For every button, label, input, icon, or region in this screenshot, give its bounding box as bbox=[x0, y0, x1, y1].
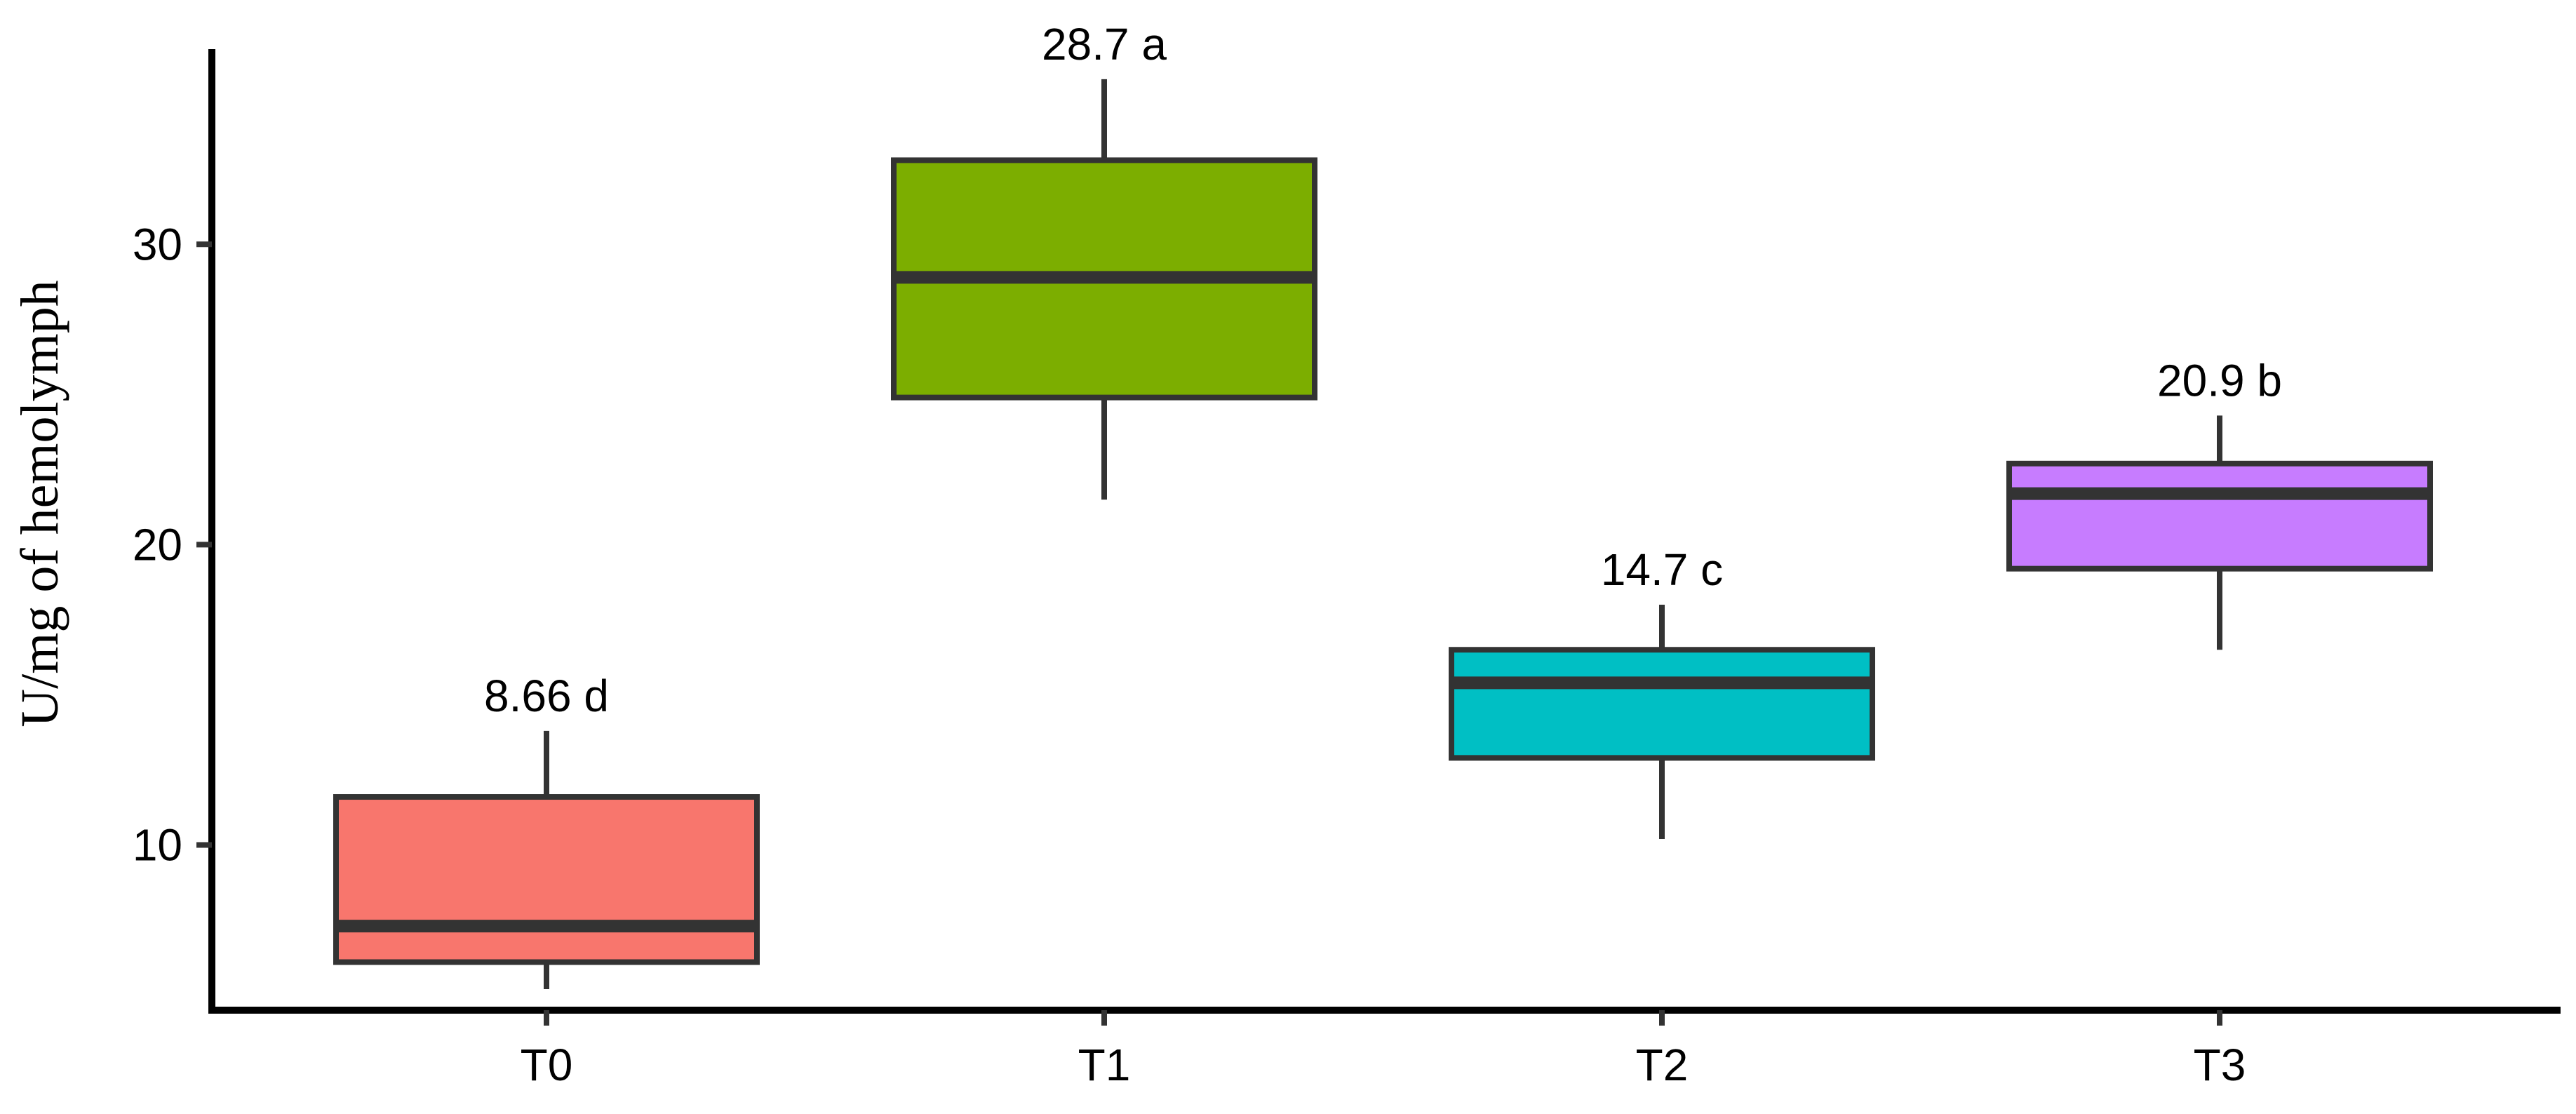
y-tick-label-10: 10 bbox=[133, 820, 182, 871]
data-label-t0: 8.66 d bbox=[484, 671, 609, 721]
box-t3 bbox=[2006, 460, 2433, 572]
y-tick-label-30: 30 bbox=[133, 219, 182, 269]
axes-layer: 10 20 30 T0 T1 T2 T3 bbox=[133, 49, 2561, 1090]
box-t0 bbox=[333, 794, 760, 965]
box-t2 bbox=[1449, 647, 1875, 761]
box-group-t3: 20.9 b bbox=[2006, 355, 2433, 650]
data-label-t3: 20.9 b bbox=[2157, 355, 2282, 405]
data-label-t2: 14.7 c bbox=[1601, 544, 1723, 595]
y-tick-label-20: 20 bbox=[133, 519, 182, 570]
x-tick-label-t1: T1 bbox=[1078, 1040, 1131, 1090]
box-group-t1: 28.7 a bbox=[891, 19, 1317, 500]
x-tick-label-t2: T2 bbox=[1636, 1040, 1689, 1090]
y-axis-title: U/mg of hemolymph bbox=[11, 280, 69, 727]
boxes-layer: 8.66 d 28.7 a 14.7 c 20.9 b bbox=[333, 19, 2433, 990]
box-group-t2: 14.7 c bbox=[1449, 544, 1875, 839]
x-tick-label-t3: T3 bbox=[2194, 1040, 2246, 1090]
data-label-t1: 28.7 a bbox=[1042, 19, 1167, 69]
x-tick-label-t0: T0 bbox=[521, 1040, 573, 1090]
box-group-t0: 8.66 d bbox=[333, 671, 760, 990]
